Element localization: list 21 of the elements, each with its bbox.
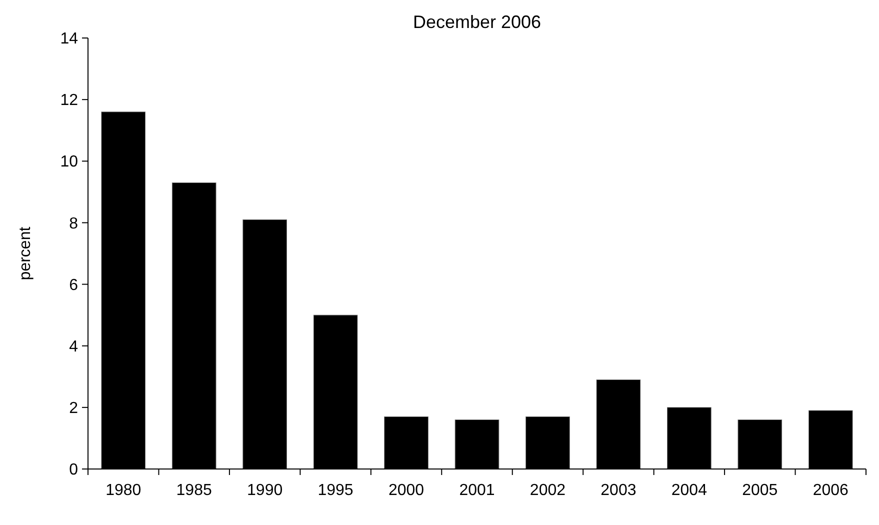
y-tick-label: 12: [60, 92, 78, 110]
x-tick-label: 1990: [247, 482, 283, 499]
y-axis-title: percent: [17, 226, 34, 280]
x-tick-label: 2004: [671, 482, 708, 499]
x-tick-label: 2006: [812, 482, 849, 499]
y-tick-label: 6: [69, 276, 78, 294]
x-tick-label: 1995: [318, 482, 354, 499]
x-tick-label: 2003: [600, 482, 636, 499]
x-tick-label: 2005: [742, 482, 778, 499]
x-tick-label: 1980: [106, 482, 142, 499]
y-tick-label: 10: [60, 154, 78, 171]
x-tick-label: 1985: [176, 482, 212, 499]
x-tick-label: 2001: [459, 482, 495, 499]
y-tick-label: 0: [69, 462, 78, 479]
chart-title: December 2006: [412, 12, 542, 32]
x-tick-label: 2000: [388, 482, 424, 499]
x-tick-label: 2002: [530, 482, 566, 499]
y-tick-label: 8: [69, 215, 78, 232]
y-tick-label: 2: [69, 400, 78, 418]
y-tick-label: 14: [60, 30, 78, 48]
y-tick-label: 4: [69, 338, 78, 356]
